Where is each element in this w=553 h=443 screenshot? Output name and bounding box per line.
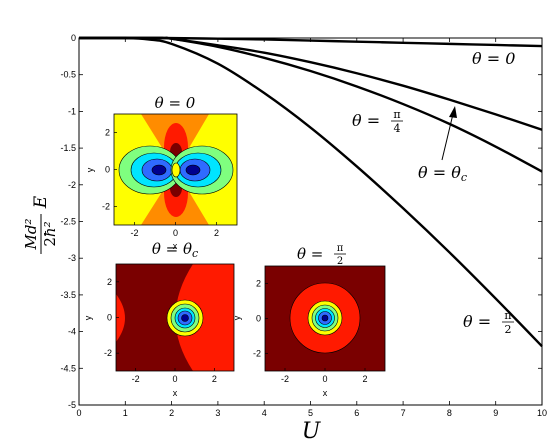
inset-y-tick-label: 2 <box>105 128 110 138</box>
annotation-theta-0: θ = 0 <box>472 49 515 68</box>
annotation-theta-c-text: θ = θc <box>418 163 467 184</box>
y-tick-label: -3 <box>68 253 76 263</box>
inset-theta-pi-2-ylabel: y <box>232 315 242 320</box>
inset-theta-pi-2-contours <box>265 266 385 371</box>
y-axis-label-fraction-numerator: Md² <box>22 219 40 251</box>
inset-y-tick-label: -2 <box>102 202 110 212</box>
inset-x-tick-label: -2 <box>281 374 289 384</box>
inset-x-tick-label: 2 <box>362 374 367 384</box>
series-line-3 <box>78 36 543 348</box>
inset-y-tick-label: 2 <box>107 277 112 287</box>
y-axis-label: Md² 2ħ² E <box>22 195 59 254</box>
y-tick-label: -1.5 <box>60 143 76 153</box>
annotation-theta-pi-2-num: π <box>504 309 511 322</box>
x-tick-label: 1 <box>123 408 128 418</box>
inset-theta-c-xlabel: x <box>173 388 178 398</box>
inset-theta-0: θ = 0 -2 0 2 -2 0 2 x y <box>85 94 238 251</box>
inset-theta-pi-2-title-den: 2 <box>337 256 343 267</box>
y-tick-label: -2.5 <box>60 217 76 227</box>
y-tick-label: -1 <box>68 106 76 116</box>
y-tick-label: -4 <box>68 327 76 337</box>
main-x-ticks: 0 1 2 3 4 5 6 7 8 9 10 <box>76 38 547 418</box>
annotation-arrow-shaft <box>441 113 454 161</box>
inset-theta-0-center <box>171 162 181 178</box>
inset-theta-pi-2-title: θ = π 2 <box>297 243 346 267</box>
inset-x-tick-label: 2 <box>214 228 219 238</box>
inset-theta-c-ring-5 <box>181 314 189 322</box>
x-tick-label: 6 <box>354 408 359 418</box>
inset-x-tick-label: 2 <box>212 374 217 384</box>
inset-theta-0-lobe-right-4 <box>185 164 201 176</box>
x-tick-label: 7 <box>401 408 406 418</box>
x-tick-label: 10 <box>537 408 547 418</box>
inset-x-tick-label: -2 <box>130 228 138 238</box>
inset-x-tick-label: 0 <box>172 374 177 384</box>
inset-theta-pi-2-xlabel: x <box>323 388 328 398</box>
y-tick-label: 0 <box>71 33 76 43</box>
inset-x-tick-label: 0 <box>173 228 178 238</box>
inset-theta-c: θ = θc -2 0 2 -2 0 2 x y <box>83 240 235 398</box>
inset-y-tick-label: 2 <box>256 279 261 289</box>
annotation-theta-pi-2-den: 2 <box>505 323 512 336</box>
inset-x-tick-label: 0 <box>322 374 327 384</box>
annotation-arrow-head <box>449 106 457 118</box>
x-tick-label: 2 <box>169 408 174 418</box>
annotation-theta-pi-4-lhs: θ = <box>352 111 380 130</box>
inset-theta-0-lobe-left-4 <box>151 164 167 176</box>
x-tick-label: 4 <box>262 408 267 418</box>
inset-theta-c-title: θ = θc <box>152 240 198 260</box>
inset-2-ticks: -2 0 2 -2 0 2 <box>104 277 217 384</box>
x-axis-label: U <box>302 419 322 443</box>
inset-theta-pi-2-title-lhs: θ = <box>297 245 323 263</box>
inset-1-ticks: -2 0 2 -2 0 2 <box>102 128 219 239</box>
inset-x-tick-label: -2 <box>132 374 140 384</box>
y-tick-label: -0.5 <box>60 70 76 80</box>
main-series-lines <box>78 36 543 348</box>
inset-theta-0-xlabel: x <box>173 241 178 251</box>
inset-theta-0-contours <box>114 114 237 225</box>
inset-theta-c-contours <box>116 264 234 371</box>
annotation-theta-pi-2: θ = π 2 <box>463 309 514 336</box>
inset-y-tick-label: -2 <box>253 349 261 359</box>
series-line-2 <box>78 36 543 173</box>
x-tick-label: 8 <box>447 408 452 418</box>
annotation-theta-pi-4-num: π <box>393 108 400 121</box>
x-tick-label: 0 <box>76 408 81 418</box>
inset-3-ticks: -2 0 2 -2 0 2 <box>253 279 368 385</box>
inset-theta-c-red-region <box>175 264 234 371</box>
y-tick-label: -5 <box>68 400 76 410</box>
inset-theta-c-ylabel: y <box>83 315 93 320</box>
inset-theta-pi-2: θ = π 2 -2 0 2 -2 0 2 x y <box>232 243 386 398</box>
y-tick-label: -4.5 <box>60 363 76 373</box>
inset-theta-0-title: θ = 0 <box>155 94 196 112</box>
inset-y-tick-label: 0 <box>256 314 261 324</box>
inset-theta-c-left-red <box>116 294 125 342</box>
inset-y-tick-label: -2 <box>104 348 112 358</box>
main-axes: 0 1 2 3 4 5 6 7 8 9 10 0 -0.5 -1 -1.5 -2 -2.5 -3 -3.5 -4 -4… <box>60 33 547 418</box>
x-tick-label: 9 <box>493 408 498 418</box>
y-axis-label-variable: E <box>31 195 51 209</box>
annotation-theta-pi-4-den: 4 <box>394 122 401 135</box>
annotation-theta-pi-2-lhs: θ = <box>463 312 491 331</box>
x-tick-label: 5 <box>308 408 313 418</box>
inset-y-tick-label: 0 <box>107 313 112 323</box>
annotation-theta-c: θ = θc <box>418 106 467 184</box>
y-tick-label: -3.5 <box>60 290 76 300</box>
annotation-theta-pi-4: θ = π 4 <box>352 108 403 135</box>
y-axis-label-fraction-denominator: 2ħ² <box>41 221 59 246</box>
inset-theta-pi-2-title-num: π <box>337 243 344 254</box>
x-tick-label: 3 <box>215 408 220 418</box>
y-tick-label: -2 <box>68 180 76 190</box>
inset-y-tick-label: 0 <box>105 165 110 175</box>
main-y-ticks: 0 -0.5 -1 -1.5 -2 -2.5 -3 -3.5 -4 -4.5 -5 <box>60 33 542 410</box>
inset-theta-pi-2-ring-5 <box>321 314 329 322</box>
inset-theta-0-ylabel: y <box>85 167 95 172</box>
